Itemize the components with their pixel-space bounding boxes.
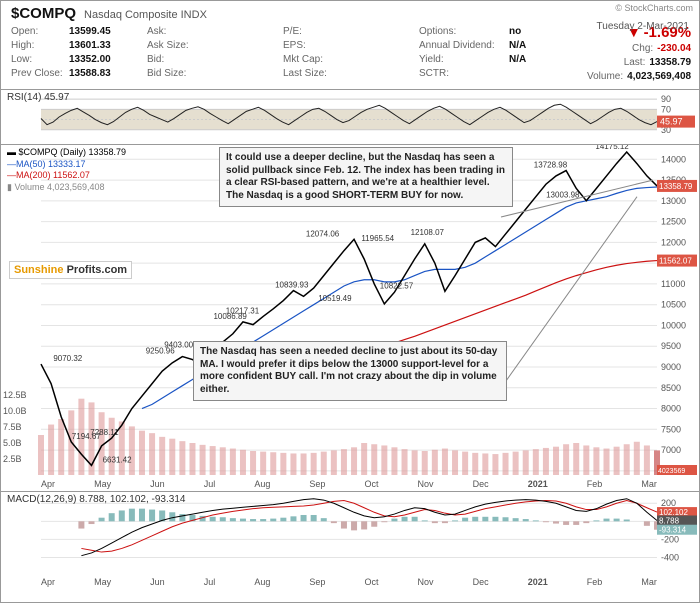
svg-text:14000: 14000 [661,154,686,164]
low-label: Low: [11,54,69,65]
open-label: Open: [11,26,69,37]
options-value: no [509,26,569,37]
attribution-label: © StockCharts.com [615,3,693,13]
yield-label: Yield: [419,54,509,65]
options-label: Options: [419,26,509,37]
svg-text:7500: 7500 [661,424,681,434]
svg-text:2.5B: 2.5B [3,454,22,464]
svg-text:7000: 7000 [661,445,681,455]
svg-text:14175.12: 14175.12 [595,145,629,151]
svg-text:11562.07: 11562.07 [659,257,692,266]
svg-text:45.97: 45.97 [660,117,683,127]
svg-text:7288.11: 7288.11 [90,428,119,437]
svg-text:10.0B: 10.0B [3,406,27,416]
svg-text:12108.07: 12108.07 [411,228,445,237]
svg-text:90: 90 [661,94,671,104]
legend-price: ▬ $COMPQ (Daily) 13358.79 [7,147,126,159]
last-label: Last: [624,57,646,68]
svg-text:13728.98: 13728.98 [534,161,568,170]
price-x-axis: AprMayJunJulAugSepOctNovDec2021FebMar [41,479,657,489]
rsi-label: RSI(14) 45.97 [7,92,69,103]
svg-text:10500: 10500 [661,300,686,310]
svg-text:-400: -400 [661,552,679,562]
annotation-top: It could use a deeper decline, but the N… [219,147,513,207]
svg-text:12074.06: 12074.06 [306,229,340,238]
low-value: 13352.00 [69,54,129,65]
volume-label: Volume: [587,71,623,82]
svg-text:12500: 12500 [661,217,686,227]
volume-value: 4,023,569,408 [627,71,691,82]
watermark: Sunshine Profits.com [9,261,132,279]
svg-text:10000: 10000 [661,320,686,330]
legend-volume: ▮ Volume 4,023,569,408 [7,182,126,194]
last-value: 13358.79 [649,57,691,68]
mktcap-label: Mkt Cap: [283,54,341,65]
prev-close-label: Prev Close: [11,68,69,79]
stock-chart-container: © StockCharts.com $COMPQ Nasdaq Composit… [0,0,700,603]
legend-ma200: —MA(200) 11562.07 [7,170,126,182]
chg-label: Chg: [632,43,653,54]
svg-text:-93.314: -93.314 [659,526,687,535]
chart-date: Tuesday 2-Mar-2021 [597,21,689,32]
rsi-panel: RSI(14) 45.97 3050709045.97 [1,89,699,144]
eps-label: EPS: [283,40,341,51]
ticker-symbol: $COMPQ [11,5,76,22]
sctr-label: SCTR: [419,68,509,79]
dividend-label: Annual Dividend: [419,40,509,51]
svg-text:13358.79: 13358.79 [659,182,693,191]
svg-text:10519.49: 10519.49 [318,294,352,303]
svg-text:8000: 8000 [661,404,681,414]
lastsize-label: Last Size: [283,68,341,79]
svg-text:10217.31: 10217.31 [226,306,260,315]
legend-ma50: —MA(50) 13333.17 [7,159,126,171]
macd-panel: MACD(12,26,9) 8.788, 102.102, -93.314 -4… [1,491,699,588]
svg-text:6631.42: 6631.42 [103,455,132,464]
svg-text:11000: 11000 [661,279,685,289]
open-value: 13599.45 [69,26,129,37]
svg-text:8500: 8500 [661,383,681,393]
svg-text:9000: 9000 [661,362,681,372]
svg-text:13003.98: 13003.98 [546,191,580,200]
svg-text:13000: 13000 [661,196,686,206]
ask-size-label: Ask Size: [147,40,205,51]
price-legend: ▬ $COMPQ (Daily) 13358.79 —MA(50) 13333.… [7,147,126,194]
annotation-bottom: The Nasdaq has seen a needed decline to … [193,341,507,401]
prev-close-value: 13588.83 [69,68,129,79]
yield-value: N/A [509,54,569,65]
svg-text:-200: -200 [661,534,679,544]
price-panel: ▬ $COMPQ (Daily) 13358.79 —MA(50) 13333.… [1,144,699,491]
svg-text:9500: 9500 [661,341,681,351]
bid-size-label: Bid Size: [147,68,205,79]
svg-text:10839.93: 10839.93 [275,281,309,290]
dividend-value: N/A [509,40,569,51]
svg-text:11965.54: 11965.54 [361,234,394,243]
svg-text:12.5B: 12.5B [3,390,27,400]
svg-text:5.0B: 5.0B [3,438,22,448]
bid-label: Bid: [147,54,205,65]
chart-header: $COMPQ Nasdaq Composite INDX [1,1,699,22]
svg-text:70: 70 [661,104,671,114]
svg-text:200: 200 [661,498,676,508]
chg-value: -230.04 [657,43,691,54]
pe-label: P/E: [283,26,341,37]
svg-text:9070.32: 9070.32 [53,354,82,363]
quote-stats: Open:13599.45 High:13601.33 Low:13352.00… [1,22,699,89]
svg-text:8.788: 8.788 [659,517,680,526]
ticker-name: Nasdaq Composite INDX [84,9,207,21]
svg-text:12000: 12000 [661,237,686,247]
svg-text:4023569: 4023569 [658,468,685,475]
macd-label: MACD(12,26,9) 8.788, 102.102, -93.314 [7,494,185,505]
svg-text:7.5B: 7.5B [3,422,22,432]
high-value: 13601.33 [69,40,129,51]
ask-label: Ask: [147,26,205,37]
high-label: High: [11,40,69,51]
macd-x-axis: AprMayJunJulAugSepOctNovDec2021FebMar [41,577,657,587]
svg-text:10822.57: 10822.57 [380,281,414,290]
rsi-chart: 3050709045.97 [1,90,699,144]
svg-text:9403.00: 9403.00 [164,340,193,349]
